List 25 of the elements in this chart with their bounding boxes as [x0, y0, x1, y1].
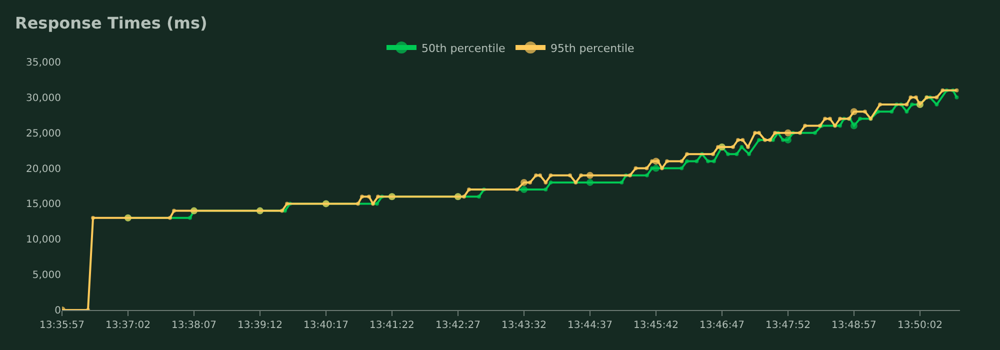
- y-tick-label: 25,000: [26, 128, 61, 140]
- x-tick-label: 13:47:52: [766, 320, 810, 331]
- x-tick-label: 13:38:07: [172, 320, 216, 331]
- x-tick-label: 13:48:57: [832, 320, 876, 331]
- x-tick-label: 13:41:22: [370, 320, 414, 331]
- x-tick-label: 13:37:02: [106, 320, 150, 331]
- y-tick-label: 0: [54, 306, 61, 316]
- x-tick-label: 13:46:47: [700, 320, 744, 331]
- x-tick-label: 13:40:17: [304, 320, 348, 331]
- chart-title: Response Times (ms): [15, 13, 208, 32]
- legend-label: 95th percentile: [550, 42, 635, 55]
- y-tick-label: 15,000: [26, 199, 61, 210]
- x-tick-label: 13:50:02: [898, 320, 942, 331]
- y-tick-label: 30,000: [26, 92, 61, 104]
- y-tick-label: 10,000: [26, 234, 61, 246]
- legend-label: 50th percentile: [422, 42, 506, 55]
- y-tick-label: 5,000: [32, 270, 61, 282]
- x-tick-label: 13:35:57: [40, 320, 84, 331]
- x-tick-label: 13:45:42: [634, 320, 678, 331]
- x-tick-label: 13:43:32: [502, 320, 546, 331]
- y-tick-label: 20,000: [26, 164, 61, 175]
- x-tick-label: 13:44:37: [568, 320, 612, 331]
- y-tick-label: 35,000: [26, 58, 61, 68]
- x-tick-label: 13:42:27: [436, 320, 480, 331]
- x-tick-label: 13:39:12: [238, 320, 282, 331]
